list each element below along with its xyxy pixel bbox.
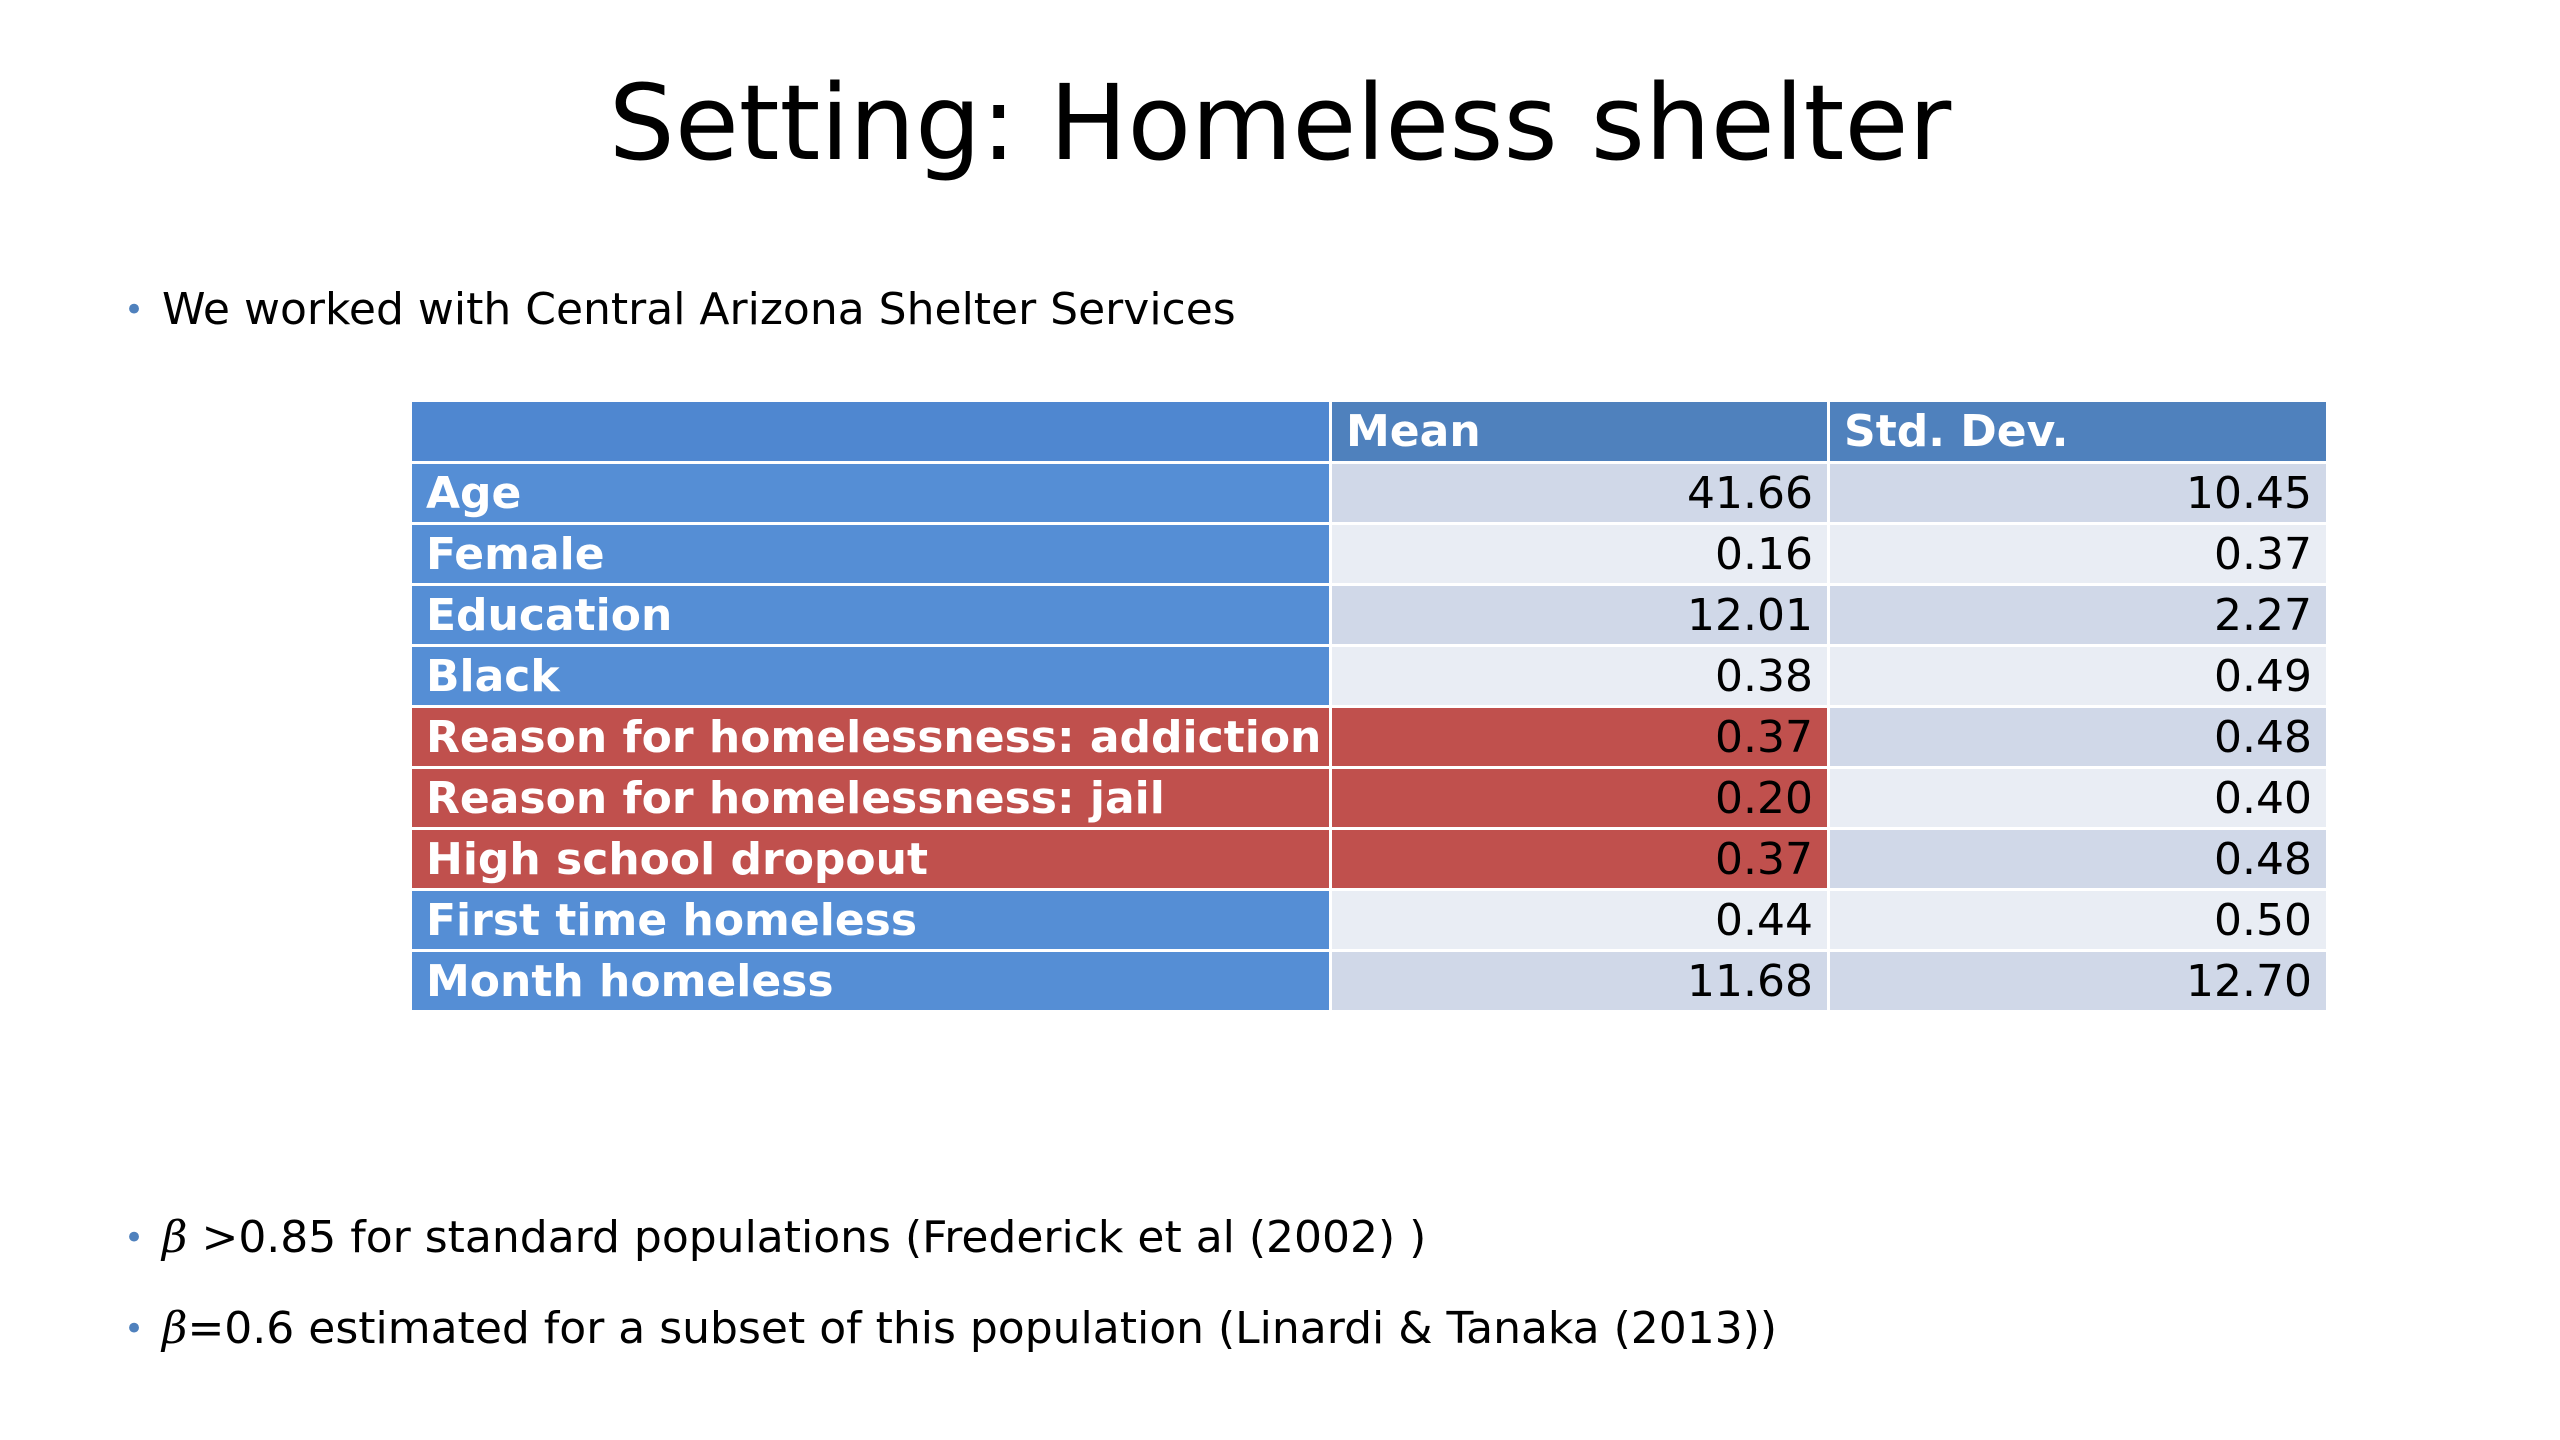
table-row: Month homeless 11.68 12.70 <box>409 949 2329 1013</box>
row-label-cell: Reason for homelessness: addiction <box>409 705 1332 769</box>
bullet-beta-subset-line: β=0.6 estimated for a subset of this pop… <box>162 1301 1777 1357</box>
bullet-beta-subset-text: =0.6 estimated for a subset of this popu… <box>187 1303 1778 1354</box>
demographics-table: Mean Std. Dev. Age 41.66 10.45 Female 0.16 0.… <box>409 399 2329 1013</box>
std-dev-cell: 2.27 <box>1827 583 2329 647</box>
std-dev-cell: 0.49 <box>1827 644 2329 708</box>
mean-cell: 0.38 <box>1329 644 1830 708</box>
slide-title: Setting: Homeless shelter <box>608 62 1952 184</box>
bullet-beta-standard-line: β >0.85 for standard populations (Freder… <box>162 1210 1426 1266</box>
mean-cell: 0.37 <box>1329 827 1830 891</box>
header-cell-blank <box>409 399 1332 464</box>
table-row: Female 0.16 0.37 <box>409 522 2329 586</box>
std-dev-cell: 0.48 <box>1827 705 2329 769</box>
row-label-cell: High school dropout <box>409 827 1332 891</box>
std-dev-cell: 0.50 <box>1827 888 2329 952</box>
greater-than-symbol: > <box>201 1212 239 1263</box>
table-row: High school dropout 0.37 0.48 <box>409 827 2329 891</box>
table-row: Age 41.66 10.45 <box>409 461 2329 525</box>
row-label-cell: Reason for homelessness: jail <box>409 766 1332 830</box>
row-label-cell: Female <box>409 522 1332 586</box>
table-row: First time homeless 0.44 0.50 <box>409 888 2329 952</box>
row-label-cell: Black <box>409 644 1332 708</box>
mean-cell: 0.16 <box>1329 522 1830 586</box>
row-label-cell: Age <box>409 461 1332 525</box>
mean-cell: 11.68 <box>1329 949 1830 1013</box>
std-dev-cell: 10.45 <box>1827 461 2329 525</box>
bullet-dot-icon: • <box>124 290 145 330</box>
header-cell-std-dev: Std. Dev. <box>1827 399 2329 464</box>
row-label-cell: First time homeless <box>409 888 1332 952</box>
beta-symbol: β <box>162 1212 188 1263</box>
row-label-cell: Education <box>409 583 1332 647</box>
header-cell-mean: Mean <box>1329 399 1830 464</box>
bullet-intro-text: We worked with Central Arizona Shelter S… <box>162 284 1236 335</box>
bullet-beta-standard-text: 0.85 for standard populations (Frederick… <box>238 1212 1427 1263</box>
mean-cell: 41.66 <box>1329 461 1830 525</box>
table-header-row: Mean Std. Dev. <box>409 399 2329 464</box>
table-row: Education 12.01 2.27 <box>409 583 2329 647</box>
std-dev-cell: 0.37 <box>1827 522 2329 586</box>
std-dev-cell: 0.48 <box>1827 827 2329 891</box>
mean-cell: 0.20 <box>1329 766 1830 830</box>
mean-cell: 0.37 <box>1329 705 1830 769</box>
bullet-dot-icon: • <box>124 1309 145 1349</box>
row-label-cell: Month homeless <box>409 949 1332 1013</box>
table-row: Black 0.38 0.49 <box>409 644 2329 708</box>
table-row: Reason for homelessness: addiction 0.37 0.… <box>409 705 2329 769</box>
beta-symbol: β <box>162 1303 188 1354</box>
std-dev-cell: 12.70 <box>1827 949 2329 1013</box>
mean-cell: 12.01 <box>1329 583 1830 647</box>
bullet-dot-icon: • <box>124 1218 145 1258</box>
table-row: Reason for homelessness: jail 0.20 0.40 <box>409 766 2329 830</box>
mean-cell: 0.44 <box>1329 888 1830 952</box>
std-dev-cell: 0.40 <box>1827 766 2329 830</box>
